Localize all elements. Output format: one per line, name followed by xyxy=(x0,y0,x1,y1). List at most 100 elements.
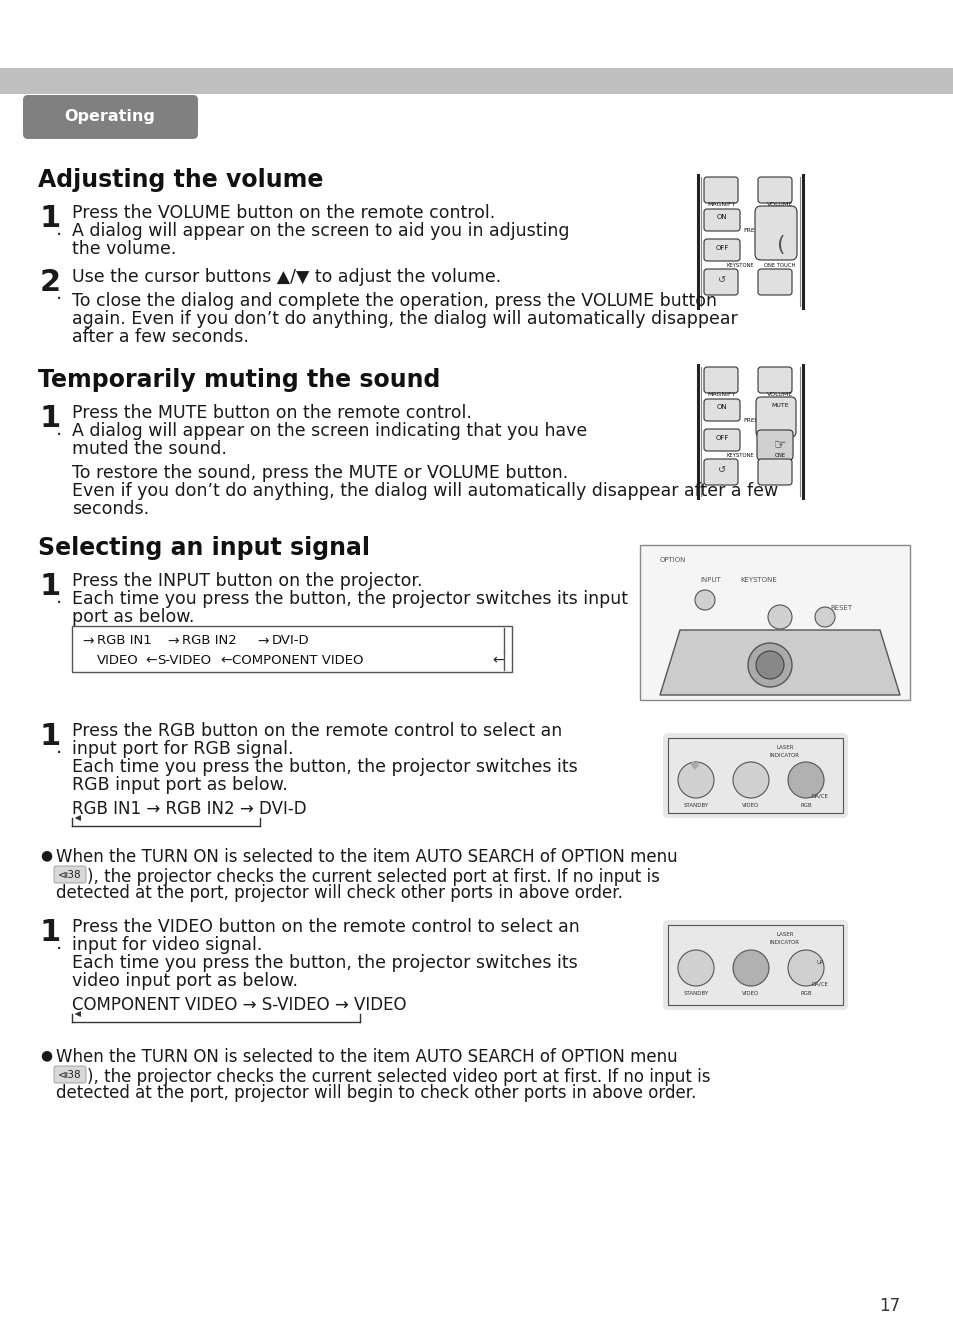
Text: VIDEO: VIDEO xyxy=(741,803,759,807)
FancyBboxPatch shape xyxy=(757,430,792,461)
Text: .: . xyxy=(56,935,62,953)
Text: VIDEO: VIDEO xyxy=(741,991,759,996)
Text: MUTE: MUTE xyxy=(770,403,788,408)
Text: Each time you press the button, the projector switches its input: Each time you press the button, the proj… xyxy=(71,590,627,608)
Text: 1: 1 xyxy=(40,572,61,601)
Text: STANDBY: STANDBY xyxy=(682,803,708,807)
Text: Use the cursor buttons ▲/▼ to adjust the volume.: Use the cursor buttons ▲/▼ to adjust the… xyxy=(71,268,500,287)
Text: RGB IN2: RGB IN2 xyxy=(182,635,236,648)
Text: FREEZE: FREEZE xyxy=(742,228,766,233)
Circle shape xyxy=(678,949,713,986)
Text: LASER: LASER xyxy=(776,744,793,750)
FancyBboxPatch shape xyxy=(758,367,791,394)
Text: Adjusting the volume: Adjusting the volume xyxy=(38,167,323,191)
FancyBboxPatch shape xyxy=(754,206,796,260)
Text: A dialog will appear on the screen indicating that you have: A dialog will appear on the screen indic… xyxy=(71,422,587,441)
Bar xyxy=(71,627,512,672)
Text: →: → xyxy=(167,633,178,648)
Text: ←: ← xyxy=(492,653,503,667)
Text: detected at the port, projector will check other ports in above order.: detected at the port, projector will che… xyxy=(56,884,622,902)
Text: port as below.: port as below. xyxy=(71,608,194,627)
Text: Press the RGB button on the remote control to select an: Press the RGB button on the remote contr… xyxy=(71,722,561,740)
Text: seconds.: seconds. xyxy=(71,499,149,518)
Text: OFF: OFF xyxy=(715,435,728,441)
Text: INPUT: INPUT xyxy=(700,577,720,582)
Text: ⧏38: ⧏38 xyxy=(58,1070,82,1081)
Text: RGB: RGB xyxy=(800,991,811,996)
Text: Press the VIDEO button on the remote control to select an: Press the VIDEO button on the remote con… xyxy=(71,919,579,936)
Text: VOLUME: VOLUME xyxy=(766,202,792,208)
Text: ●: ● xyxy=(40,1048,52,1062)
Polygon shape xyxy=(659,631,899,695)
Text: INDICATOR: INDICATOR xyxy=(769,753,800,758)
FancyBboxPatch shape xyxy=(703,238,740,261)
Circle shape xyxy=(732,949,768,986)
Text: ☞: ☞ xyxy=(773,437,785,451)
Text: .: . xyxy=(56,738,62,757)
Text: RGB: RGB xyxy=(800,803,811,807)
Text: 2: 2 xyxy=(40,268,61,297)
Text: DA/CE: DA/CE xyxy=(811,793,827,798)
Text: ONE: ONE xyxy=(774,453,784,458)
Text: COMPONENT VIDEO: COMPONENT VIDEO xyxy=(232,653,363,667)
Text: VIDEO: VIDEO xyxy=(97,653,138,667)
Text: OPTION: OPTION xyxy=(659,557,685,562)
FancyBboxPatch shape xyxy=(758,269,791,295)
Text: Each time you press the button, the projector switches its: Each time you press the button, the proj… xyxy=(71,758,578,777)
FancyBboxPatch shape xyxy=(758,459,791,485)
Text: FREEZE: FREEZE xyxy=(742,418,766,423)
Text: STANDBY: STANDBY xyxy=(682,991,708,996)
FancyBboxPatch shape xyxy=(755,396,795,437)
Circle shape xyxy=(814,607,834,627)
Circle shape xyxy=(695,590,714,611)
Text: ⧏38: ⧏38 xyxy=(58,870,82,880)
Text: detected at the port, projector will begin to check other ports in above order.: detected at the port, projector will beg… xyxy=(56,1085,696,1102)
Text: ↺: ↺ xyxy=(718,465,725,475)
Text: video input port as below.: video input port as below. xyxy=(71,972,297,990)
Text: the volume.: the volume. xyxy=(71,240,176,258)
Text: Operating: Operating xyxy=(65,110,155,125)
Text: .: . xyxy=(56,284,62,303)
Text: INDICATOR: INDICATOR xyxy=(769,940,800,945)
Text: (: ( xyxy=(775,236,783,254)
Circle shape xyxy=(787,762,823,798)
Text: LASER: LASER xyxy=(776,932,793,937)
Text: ●: ● xyxy=(40,848,52,862)
Text: Selecting an input signal: Selecting an input signal xyxy=(38,536,370,560)
Text: .: . xyxy=(56,588,62,607)
Circle shape xyxy=(678,762,713,798)
Text: ON: ON xyxy=(716,404,726,410)
Bar xyxy=(667,738,842,813)
Text: A dialog will appear on the screen to aid you in adjusting: A dialog will appear on the screen to ai… xyxy=(71,222,569,240)
Circle shape xyxy=(787,949,823,986)
Bar xyxy=(0,68,953,94)
Text: →: → xyxy=(82,633,93,648)
Text: ON: ON xyxy=(716,214,726,220)
FancyBboxPatch shape xyxy=(662,920,847,1010)
Text: RGB input port as below.: RGB input port as below. xyxy=(71,777,288,794)
Text: .: . xyxy=(56,220,62,238)
Text: ←: ← xyxy=(220,653,232,667)
Text: →: → xyxy=(256,633,269,648)
Text: To close the dialog and complete the operation, press the VOLUME button: To close the dialog and complete the ope… xyxy=(71,292,717,311)
Text: RGB IN1: RGB IN1 xyxy=(97,635,152,648)
Text: OFF: OFF xyxy=(715,245,728,250)
FancyBboxPatch shape xyxy=(662,732,847,818)
Text: When the TURN ON is selected to the item AUTO SEARCH of OPTION menu: When the TURN ON is selected to the item… xyxy=(56,848,677,866)
FancyBboxPatch shape xyxy=(54,866,86,882)
Text: ↺: ↺ xyxy=(718,274,725,285)
Text: 1: 1 xyxy=(40,722,61,751)
FancyBboxPatch shape xyxy=(703,269,738,295)
Text: .: . xyxy=(56,420,62,439)
Text: ), the projector checks the current selected video port at first. If no input is: ), the projector checks the current sele… xyxy=(87,1069,710,1086)
Text: KEYSTONE: KEYSTONE xyxy=(740,577,776,582)
Text: input port for RGB signal.: input port for RGB signal. xyxy=(71,740,294,758)
Bar xyxy=(667,925,842,1006)
Text: To restore the sound, press the MUTE or VOLUME button.: To restore the sound, press the MUTE or … xyxy=(71,465,568,482)
Text: KEYSTONE: KEYSTONE xyxy=(725,262,753,268)
FancyBboxPatch shape xyxy=(54,1066,86,1083)
Text: DVI-D: DVI-D xyxy=(272,635,310,648)
Bar xyxy=(639,545,909,700)
Circle shape xyxy=(767,605,791,629)
FancyBboxPatch shape xyxy=(23,95,198,139)
